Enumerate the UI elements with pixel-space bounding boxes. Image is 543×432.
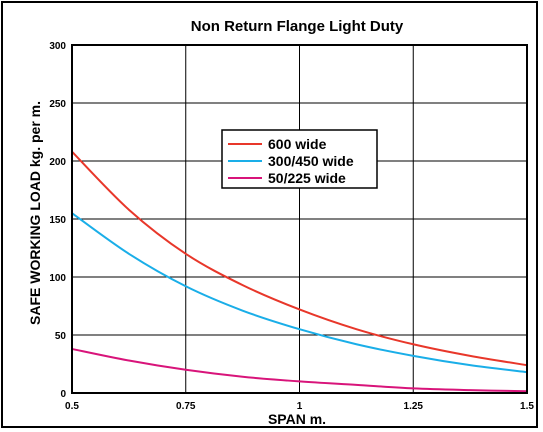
legend-label-2: 300/450 wide <box>268 153 354 169</box>
legend-label-1: 600 wide <box>268 136 327 152</box>
x-tick-label: 1.25 <box>404 401 424 412</box>
chart-title: Non Return Flange Light Duty <box>191 18 404 35</box>
x-tick-label: 1 <box>297 401 303 412</box>
y-tick-label: 150 <box>49 215 66 226</box>
x-axis-label: SPAN m. <box>268 411 326 427</box>
y-axis-label: SAFE WORKING LOAD kg. per m. <box>27 101 43 325</box>
y-tick-label: 250 <box>49 99 66 110</box>
y-tick-label: 100 <box>49 273 66 284</box>
legend-label-3: 50/225 wide <box>268 170 346 186</box>
x-tick-label: 0.5 <box>65 401 79 412</box>
x-tick-label: 1.5 <box>520 401 534 412</box>
series-line-1 <box>71 151 528 367</box>
y-tick-label: 0 <box>60 389 66 400</box>
y-tick-label: 300 <box>49 41 66 52</box>
x-tick-label: 0.75 <box>176 401 196 412</box>
plot-area-border <box>71 44 528 394</box>
series-line-3 <box>71 347 528 393</box>
y-tick-label: 50 <box>55 331 67 342</box>
y-tick-labels: 0 50 100 150 200 250 300 <box>49 41 66 400</box>
x-tick-labels: 0.5 0.75 1 1.25 1.5 <box>65 401 534 412</box>
series-layer <box>71 151 528 393</box>
series-line-2 <box>71 212 528 374</box>
chart-frame <box>1 1 538 428</box>
y-tick-label: 200 <box>49 157 66 168</box>
